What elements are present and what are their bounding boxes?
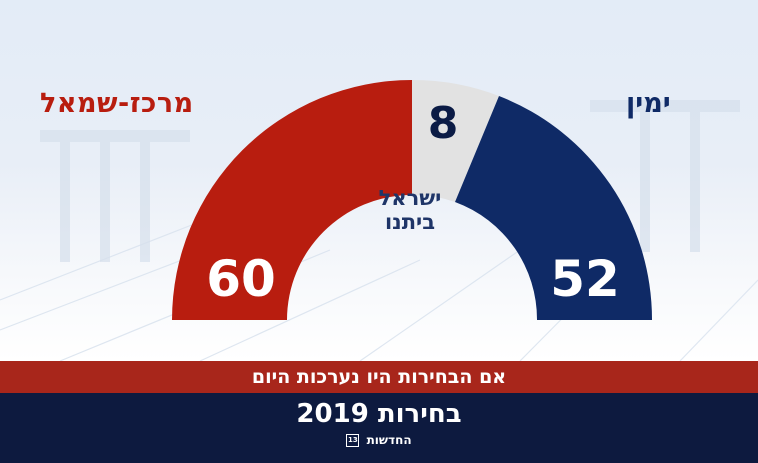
footer-banner: בחירות 2019 החדשות 13 [0,393,758,463]
center-party-seats: 8 [427,98,459,149]
center-party-label: ישראל ביתנו [360,186,460,234]
center-party-label-line2: ביתנו [384,210,436,234]
center-party-label-line1: ישראל [378,186,442,210]
gauge-segment-left [172,80,412,320]
poll-caption-strip: אם הבחירות היו נערכות היום [0,361,758,393]
channel-13-logo-icon: 13 [346,434,360,447]
background-knesset-image [0,0,758,361]
right-bloc-seats: 52 [550,250,620,308]
brand-name: החדשות [366,433,412,447]
gauge-segment-center [412,79,499,202]
footer-brand: החדשות 13 [0,433,758,447]
seat-gauge-chart [172,79,653,320]
left-bloc-label: מרכז-שמאל [40,88,194,119]
gauge-segment-right [455,96,653,320]
footer-title: בחירות 2019 [296,399,462,429]
right-bloc-label: ימין [626,88,671,119]
left-bloc-seats: 60 [206,250,276,308]
